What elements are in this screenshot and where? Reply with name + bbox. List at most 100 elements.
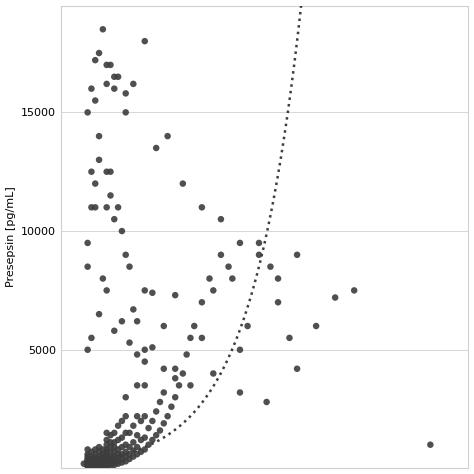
Point xyxy=(141,287,148,294)
Point xyxy=(110,456,118,464)
Point xyxy=(88,85,95,92)
Point xyxy=(103,454,110,462)
Point xyxy=(95,460,103,467)
Point xyxy=(103,429,110,437)
Point xyxy=(225,263,232,271)
Point xyxy=(133,382,141,389)
Point xyxy=(91,203,99,211)
Point xyxy=(88,462,95,470)
Point xyxy=(126,443,133,451)
Point xyxy=(198,299,206,306)
Point xyxy=(152,144,160,152)
Point xyxy=(107,191,114,199)
Point xyxy=(103,462,110,470)
Point xyxy=(84,459,91,466)
Point xyxy=(179,180,187,187)
Point xyxy=(160,322,168,330)
Point xyxy=(187,382,194,389)
Point xyxy=(95,443,103,451)
Point xyxy=(133,450,141,458)
Point xyxy=(95,156,103,164)
Point xyxy=(129,453,137,460)
Point xyxy=(129,80,137,88)
Point xyxy=(110,429,118,437)
Point xyxy=(114,457,122,465)
Point xyxy=(236,346,244,354)
Point xyxy=(99,26,107,33)
Point xyxy=(88,168,95,175)
Point xyxy=(95,310,103,318)
Point xyxy=(107,460,114,467)
Point xyxy=(107,453,114,460)
Point xyxy=(95,461,103,469)
Point xyxy=(148,417,156,425)
Point xyxy=(122,251,129,259)
Point xyxy=(114,446,122,453)
Point xyxy=(84,450,91,458)
Point xyxy=(103,287,110,294)
Point xyxy=(95,462,103,470)
Point xyxy=(156,398,164,406)
Point xyxy=(164,412,172,420)
Point xyxy=(84,457,91,465)
Point xyxy=(80,460,88,467)
Point xyxy=(107,61,114,69)
Point xyxy=(286,334,293,342)
Point xyxy=(118,417,126,425)
Point xyxy=(126,450,133,458)
Point xyxy=(274,275,282,283)
Point xyxy=(110,438,118,446)
Point xyxy=(175,382,183,389)
Point xyxy=(122,429,129,437)
Point xyxy=(99,462,107,470)
Point xyxy=(141,412,148,420)
Point xyxy=(160,365,168,373)
Point xyxy=(107,168,114,175)
Point xyxy=(103,452,110,459)
Point xyxy=(217,215,225,223)
Point xyxy=(122,457,129,465)
Point xyxy=(99,461,107,469)
Point xyxy=(114,436,122,444)
Point xyxy=(179,370,187,377)
Point xyxy=(103,436,110,444)
Point xyxy=(84,456,91,464)
Point xyxy=(91,56,99,64)
Point xyxy=(91,97,99,104)
Point xyxy=(88,203,95,211)
Point xyxy=(99,455,107,463)
Point xyxy=(110,73,118,81)
Point xyxy=(103,61,110,69)
Point xyxy=(91,459,99,466)
Point xyxy=(122,441,129,448)
Point xyxy=(110,461,118,469)
Point xyxy=(141,37,148,45)
Point xyxy=(122,109,129,116)
Point xyxy=(88,457,95,465)
Point xyxy=(84,109,91,116)
Point xyxy=(110,215,118,223)
Point xyxy=(84,462,91,470)
Point xyxy=(88,453,95,460)
Point xyxy=(107,462,114,470)
Point xyxy=(293,365,301,373)
Point xyxy=(103,168,110,175)
Point xyxy=(107,448,114,456)
Point xyxy=(133,318,141,325)
Point xyxy=(84,263,91,271)
Point xyxy=(255,251,263,259)
Point xyxy=(141,434,148,441)
Point xyxy=(88,448,95,456)
Point xyxy=(110,448,118,456)
Point xyxy=(110,85,118,92)
Y-axis label: Presepsin [pg/mL]: Presepsin [pg/mL] xyxy=(6,187,16,287)
Point xyxy=(99,450,107,458)
Point xyxy=(122,90,129,97)
Point xyxy=(148,289,156,297)
Point xyxy=(331,294,339,301)
Point xyxy=(172,365,179,373)
Point xyxy=(107,455,114,463)
Point xyxy=(141,346,148,354)
Point xyxy=(118,450,126,458)
Point xyxy=(191,322,198,330)
